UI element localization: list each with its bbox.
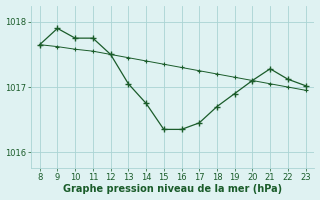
X-axis label: Graphe pression niveau de la mer (hPa): Graphe pression niveau de la mer (hPa) bbox=[63, 184, 282, 194]
